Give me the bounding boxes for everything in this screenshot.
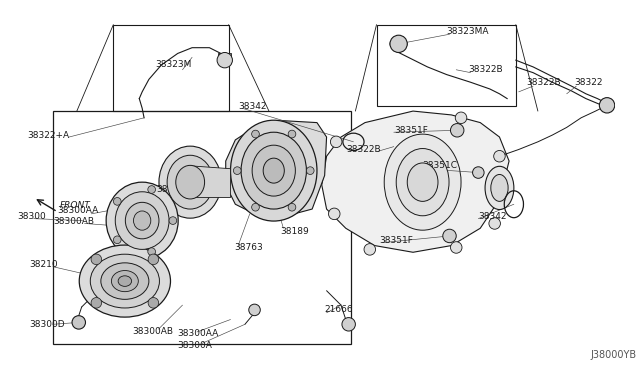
Circle shape (472, 167, 484, 178)
Circle shape (493, 150, 505, 162)
Ellipse shape (407, 163, 438, 201)
Ellipse shape (115, 192, 169, 249)
Ellipse shape (134, 211, 151, 230)
Ellipse shape (159, 146, 221, 218)
Text: 38322B: 38322B (346, 145, 380, 154)
Circle shape (443, 229, 456, 243)
Circle shape (451, 242, 462, 253)
Circle shape (148, 254, 159, 264)
Circle shape (288, 130, 296, 138)
Circle shape (113, 236, 121, 244)
Text: 38763: 38763 (234, 243, 263, 252)
Ellipse shape (485, 166, 514, 209)
Circle shape (148, 298, 159, 308)
Text: 21666: 21666 (324, 305, 353, 314)
Ellipse shape (167, 155, 213, 209)
Ellipse shape (263, 158, 284, 183)
Ellipse shape (118, 276, 132, 286)
Ellipse shape (101, 263, 149, 299)
Bar (113, 25, 228, 111)
Ellipse shape (252, 145, 295, 196)
Text: 38300AB: 38300AB (53, 217, 94, 226)
Ellipse shape (176, 165, 205, 199)
Circle shape (72, 316, 86, 329)
Ellipse shape (106, 182, 178, 259)
Ellipse shape (491, 174, 508, 201)
Circle shape (148, 186, 156, 193)
Ellipse shape (90, 254, 159, 308)
Circle shape (169, 217, 177, 224)
Text: FRONT: FRONT (60, 201, 90, 210)
Text: 38342: 38342 (478, 212, 507, 221)
Text: 38322: 38322 (574, 78, 603, 87)
Text: 38322B: 38322B (468, 65, 503, 74)
Text: 38322B: 38322B (526, 78, 561, 87)
Circle shape (307, 167, 314, 174)
Bar (376, 25, 516, 106)
Polygon shape (226, 121, 326, 217)
Text: 38351C: 38351C (422, 161, 458, 170)
Text: 38351F: 38351F (394, 126, 428, 135)
Text: 38189: 38189 (280, 227, 309, 235)
Ellipse shape (384, 134, 461, 230)
Text: 38761: 38761 (157, 185, 186, 194)
Circle shape (252, 130, 259, 138)
Circle shape (451, 124, 464, 137)
Text: 38300AA: 38300AA (58, 206, 99, 215)
Circle shape (148, 248, 156, 256)
Text: 38300D: 38300D (29, 320, 65, 329)
Circle shape (234, 167, 241, 174)
Circle shape (113, 198, 121, 205)
Circle shape (249, 304, 260, 316)
Circle shape (599, 97, 615, 113)
Text: 38323MA: 38323MA (447, 27, 489, 36)
Text: 38322+A: 38322+A (27, 131, 69, 140)
Circle shape (489, 218, 500, 229)
Circle shape (91, 254, 102, 264)
Text: 38300AB: 38300AB (132, 327, 173, 337)
Circle shape (455, 112, 467, 124)
Circle shape (364, 244, 376, 255)
Text: 38300: 38300 (17, 212, 46, 221)
Ellipse shape (111, 270, 138, 292)
Circle shape (252, 203, 259, 211)
Circle shape (328, 208, 340, 219)
Ellipse shape (241, 132, 307, 209)
Circle shape (288, 203, 296, 211)
Text: 38300AA: 38300AA (178, 330, 219, 339)
Ellipse shape (230, 120, 317, 221)
Circle shape (91, 298, 102, 308)
Text: 38210: 38210 (29, 260, 58, 269)
Polygon shape (322, 111, 509, 252)
Circle shape (217, 52, 232, 68)
Text: 38342: 38342 (238, 102, 267, 111)
Circle shape (330, 136, 342, 148)
Polygon shape (218, 54, 232, 63)
Circle shape (390, 35, 407, 52)
Bar (53, 111, 351, 343)
Text: 38323M: 38323M (156, 61, 192, 70)
Text: J38000YB: J38000YB (591, 350, 637, 360)
Text: 38300A: 38300A (178, 341, 212, 350)
Polygon shape (190, 166, 230, 198)
Text: 38351F: 38351F (380, 236, 413, 245)
Ellipse shape (125, 202, 159, 239)
Circle shape (342, 318, 355, 331)
Ellipse shape (396, 148, 449, 216)
Ellipse shape (79, 245, 170, 317)
